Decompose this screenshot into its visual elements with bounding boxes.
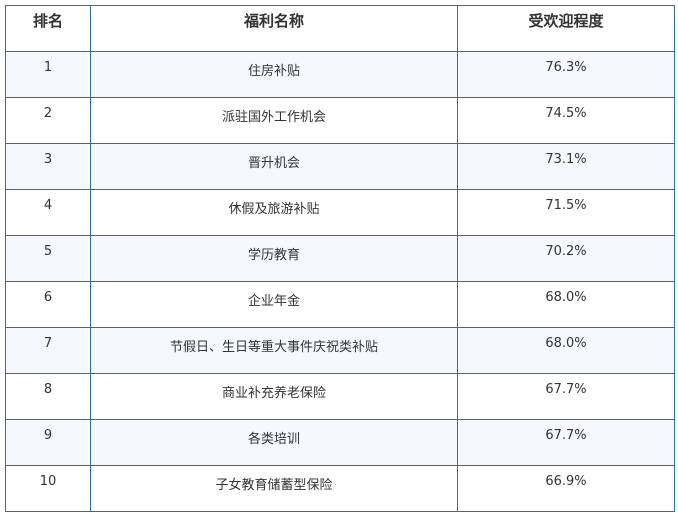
- header-cell: 受欢迎程度: [457, 5, 675, 52]
- table-cell: 71.5%: [457, 189, 675, 236]
- table-cell: 子女教育储蓄型保险: [90, 465, 458, 512]
- table-cell: 4: [5, 189, 91, 236]
- table-cell: 6: [5, 281, 91, 328]
- table-cell: 学历教育: [90, 235, 458, 282]
- table-row: 4 休假及旅游补贴 71.5%: [5, 189, 675, 236]
- table-cell: 节假日、生日等重大事件庆祝类补贴: [90, 327, 458, 374]
- table-cell: 68.0%: [457, 327, 675, 374]
- table-cell: 晋升机会: [90, 143, 458, 190]
- table-cell: 各类培训: [90, 419, 458, 466]
- table-cell: 休假及旅游补贴: [90, 189, 458, 236]
- table-cell: 9: [5, 419, 91, 466]
- table-body: 1 住房补贴 76.3% 2 派驻国外工作机会 74.5% 3 晋升机会 73.1% 4 休假及旅游…: [5, 51, 675, 512]
- header-cell: 排名: [5, 5, 91, 52]
- table-cell: 10: [5, 465, 91, 512]
- welfare-table: 排名 福利名称 受欢迎程度 1 住房补贴 76.3% 2 派驻国外工作机会 74.5% 3 晋升机…: [5, 5, 675, 512]
- table-cell: 66.9%: [457, 465, 675, 512]
- table-row: 1 住房补贴 76.3%: [5, 51, 675, 98]
- table-cell: 7: [5, 327, 91, 374]
- table-row: 8 商业补充养老保险 67.7%: [5, 373, 675, 420]
- table-cell: 1: [5, 51, 91, 98]
- table-cell: 商业补充养老保险: [90, 373, 458, 420]
- header-cell: 福利名称: [90, 5, 458, 52]
- table-cell: 67.7%: [457, 419, 675, 466]
- table-row: 5 学历教育 70.2%: [5, 235, 675, 282]
- table-row: 9 各类培训 67.7%: [5, 419, 675, 466]
- table-cell: 68.0%: [457, 281, 675, 328]
- header-row: 排名 福利名称 受欢迎程度: [5, 5, 675, 52]
- table-cell: 67.7%: [457, 373, 675, 420]
- table-cell: 企业年金: [90, 281, 458, 328]
- table-cell: 住房补贴: [90, 51, 458, 98]
- table-row: 6 企业年金 68.0%: [5, 281, 675, 328]
- table-row: 10 子女教育储蓄型保险 66.9%: [5, 465, 675, 512]
- table-row: 2 派驻国外工作机会 74.5%: [5, 97, 675, 144]
- table-cell: 70.2%: [457, 235, 675, 282]
- table-cell: 2: [5, 97, 91, 144]
- table-cell: 派驻国外工作机会: [90, 97, 458, 144]
- table-cell: 73.1%: [457, 143, 675, 190]
- table-cell: 74.5%: [457, 97, 675, 144]
- table-cell: 76.3%: [457, 51, 675, 98]
- table-cell: 8: [5, 373, 91, 420]
- table-row: 3 晋升机会 73.1%: [5, 143, 675, 190]
- table-row: 7 节假日、生日等重大事件庆祝类补贴 68.0%: [5, 327, 675, 374]
- table-cell: 3: [5, 143, 91, 190]
- table-cell: 5: [5, 235, 91, 282]
